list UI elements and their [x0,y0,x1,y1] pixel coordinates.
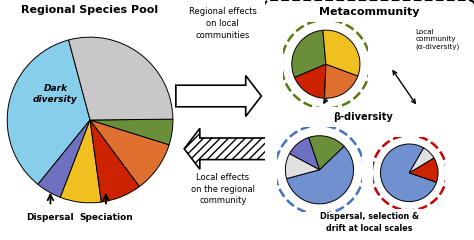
Text: Local effects
on the regional
community: Local effects on the regional community [191,173,255,205]
Wedge shape [381,144,437,202]
Text: Dark
diversity: Dark diversity [33,84,78,104]
Wedge shape [309,136,344,170]
FancyBboxPatch shape [264,0,474,240]
Text: Dispersal: Dispersal [27,213,74,222]
Wedge shape [294,64,326,98]
Wedge shape [90,120,139,202]
Text: Dispersal, selection &
drift at local scales: Dispersal, selection & drift at local sc… [320,212,419,233]
Wedge shape [292,30,326,78]
Wedge shape [38,120,90,197]
Wedge shape [7,40,90,184]
Text: Regional effects
on local
communities: Regional effects on local communities [189,7,257,40]
Text: Speciation: Speciation [79,213,133,222]
Wedge shape [325,64,358,98]
FancyArrow shape [184,128,270,169]
Wedge shape [409,148,434,173]
FancyArrow shape [176,76,261,116]
Text: Local
community
(α-diversity): Local community (α-diversity) [416,29,460,50]
Text: Regional Species Pool: Regional Species Pool [21,5,159,15]
Wedge shape [90,119,173,145]
Wedge shape [285,154,319,179]
Wedge shape [409,158,438,182]
Wedge shape [287,146,354,204]
Text: β-diversity: β-diversity [334,112,393,122]
Wedge shape [60,120,101,203]
Text: Metacommunity: Metacommunity [319,7,420,17]
Wedge shape [69,37,173,120]
Wedge shape [323,30,360,76]
Wedge shape [90,120,169,186]
Wedge shape [290,138,319,170]
